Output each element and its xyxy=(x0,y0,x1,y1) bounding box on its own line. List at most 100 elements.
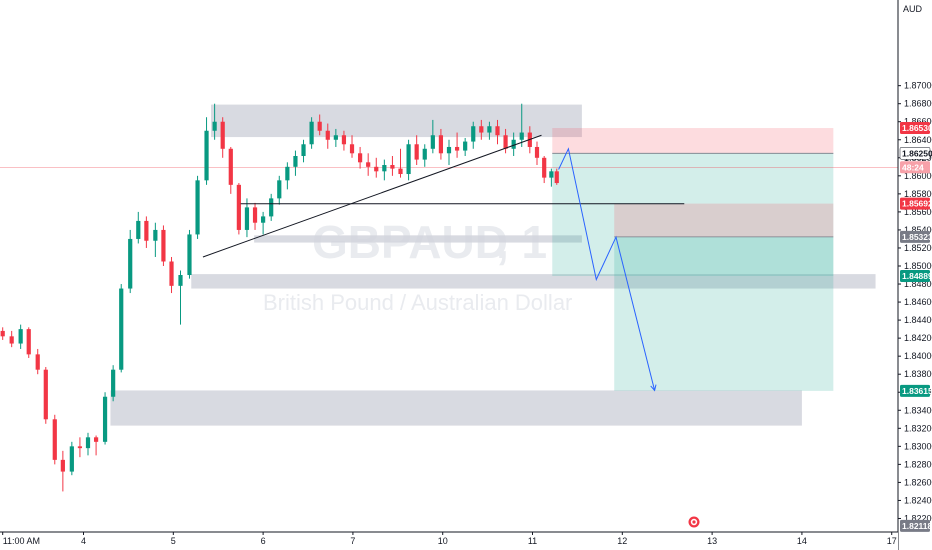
price-tick-label: 1.83800 xyxy=(904,369,932,379)
candle xyxy=(60,450,65,492)
candle xyxy=(333,128,338,147)
candle xyxy=(136,211,141,244)
candle xyxy=(0,327,5,340)
price-tick-label: 1.85200 xyxy=(904,243,932,253)
candle-body xyxy=(128,238,133,289)
candle-body xyxy=(349,144,355,154)
candle-body xyxy=(430,135,435,149)
price-badge: 1.85692 xyxy=(900,197,932,210)
price-tick-label: 1.85800 xyxy=(904,189,932,199)
candle xyxy=(542,155,547,184)
time-tick-label: 17 xyxy=(887,536,897,546)
candle xyxy=(366,153,371,176)
candle xyxy=(357,146,363,169)
position-stop-zone[interactable] xyxy=(614,203,834,237)
currency-label: AUD xyxy=(903,4,923,14)
candle-body xyxy=(446,146,452,154)
candle-body xyxy=(85,437,91,449)
price-tick-label: 1.86800 xyxy=(904,99,932,109)
price-badges: 1.86530 1.86250 48:24 1.85692 1.85323 1.84889… xyxy=(899,122,932,532)
candle-body xyxy=(463,141,468,151)
zone-supply[interactable] xyxy=(211,104,582,138)
price-badge-text: 1.86530 xyxy=(902,123,932,133)
candle-body xyxy=(542,157,547,178)
candle-body xyxy=(554,171,559,184)
candle-body xyxy=(503,135,508,149)
candle xyxy=(325,123,330,149)
projection-path[interactable] xyxy=(558,147,656,391)
candle xyxy=(317,114,322,136)
candle-body xyxy=(228,148,233,185)
candle-body xyxy=(357,153,363,163)
price-tick-label: 1.84400 xyxy=(904,315,932,325)
price-tick-label: 1.83000 xyxy=(904,441,932,451)
lines-layer xyxy=(202,134,685,258)
candle xyxy=(503,128,508,154)
candle-body xyxy=(422,148,427,160)
candle-body xyxy=(0,330,5,337)
candle xyxy=(446,139,452,166)
price-badge-text: 1.83615 xyxy=(902,386,932,396)
candle-body xyxy=(26,329,31,355)
candle-body xyxy=(414,144,419,160)
price-badge: 48:24 xyxy=(900,161,930,174)
candle-body xyxy=(212,121,217,131)
price-tick-label: 1.84600 xyxy=(904,297,932,307)
candle xyxy=(161,225,166,266)
price-badge-background xyxy=(900,230,930,243)
candle xyxy=(102,392,108,445)
time-tick-label: 5 xyxy=(171,536,176,546)
price-badge-background xyxy=(899,147,931,160)
position-target-zone[interactable] xyxy=(614,236,834,391)
candle xyxy=(111,365,116,402)
candle xyxy=(277,175,282,205)
price-badge: 1.82118 xyxy=(900,519,932,532)
candle-body xyxy=(309,121,314,145)
candle xyxy=(93,435,99,456)
price-badge: 1.83615 xyxy=(900,384,932,397)
candle xyxy=(77,437,83,458)
event-icon[interactable] xyxy=(688,516,700,528)
candle xyxy=(430,119,435,154)
candle-body xyxy=(317,121,322,131)
candle-body xyxy=(382,165,387,172)
candle-body xyxy=(252,207,258,223)
candle-body xyxy=(244,207,250,230)
candle-body xyxy=(487,126,492,133)
candle xyxy=(128,229,133,294)
price-tick-label: 1.82400 xyxy=(904,495,932,505)
candle-body xyxy=(43,369,48,420)
candle xyxy=(236,183,241,235)
zone-support[interactable] xyxy=(191,274,876,289)
candle-body xyxy=(341,135,347,145)
candle xyxy=(406,139,411,181)
candle xyxy=(144,216,149,248)
ascending-trendline[interactable] xyxy=(202,134,542,258)
candle-body xyxy=(374,166,379,172)
candle xyxy=(293,150,298,176)
candle-body xyxy=(204,130,209,181)
time-axis[interactable]: 11:00 AM 4 5 6 7 10 11 12 13 14 17 xyxy=(0,531,898,550)
price-tick-label: 1.84000 xyxy=(904,351,932,361)
candle-body xyxy=(269,198,274,217)
candle xyxy=(374,157,379,178)
zone-support[interactable] xyxy=(254,235,582,243)
price-tick-label: 1.87000 xyxy=(904,81,932,91)
positions-layer xyxy=(552,128,834,391)
candle-body xyxy=(454,146,460,151)
zones-layer xyxy=(110,104,876,426)
candle xyxy=(414,135,419,166)
price-badge-text: 1.82118 xyxy=(902,521,932,531)
candle-body xyxy=(119,288,124,370)
time-tick-label: 7 xyxy=(350,536,355,546)
price-tick-label: 1.84200 xyxy=(904,333,932,343)
time-tick-label: 10 xyxy=(438,536,448,546)
position-target-zone[interactable] xyxy=(552,153,834,277)
candle-body xyxy=(195,180,200,235)
zone-demand[interactable] xyxy=(110,390,802,426)
candle-body xyxy=(277,180,282,199)
candle-body xyxy=(93,437,99,442)
position-stop-zone[interactable] xyxy=(552,128,834,154)
candle xyxy=(390,155,395,176)
